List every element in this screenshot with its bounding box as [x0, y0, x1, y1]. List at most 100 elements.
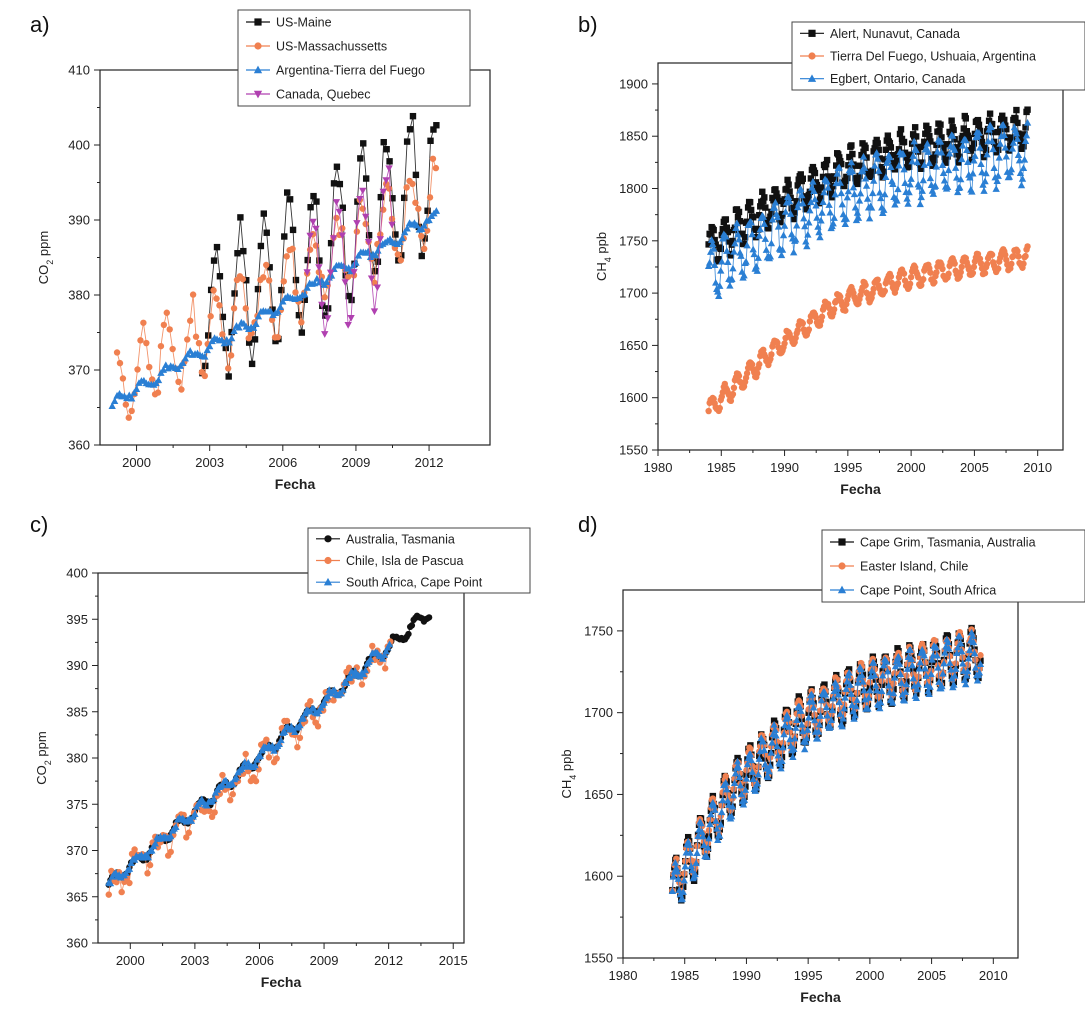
data-point [737, 790, 746, 798]
y-tick-label: 365 [66, 889, 88, 904]
data-point [1013, 106, 1020, 114]
data-point [679, 888, 687, 895]
data-point [794, 182, 801, 189]
data-point [724, 801, 733, 808]
data-point [899, 150, 907, 157]
data-point [730, 247, 738, 255]
data-point [1021, 137, 1030, 145]
data-point [994, 172, 1002, 179]
data-point [931, 157, 938, 164]
data-point [817, 216, 825, 224]
data-point [719, 225, 726, 233]
data-point [724, 790, 731, 798]
data-point [283, 253, 290, 260]
data-point [980, 187, 988, 194]
data-point [862, 181, 871, 189]
data-point [873, 136, 880, 144]
data-point [815, 720, 824, 728]
data-point [740, 796, 749, 803]
data-point [762, 246, 771, 253]
data-point [968, 156, 976, 164]
data-point [201, 352, 209, 360]
data-point [183, 834, 190, 841]
data-point [773, 742, 781, 750]
data-point [216, 273, 224, 280]
data-point [195, 339, 203, 347]
data-point [284, 189, 291, 196]
data-point [926, 174, 935, 182]
data-point [771, 198, 780, 206]
data-point [874, 154, 882, 162]
legend-marker [808, 29, 816, 37]
data-point [935, 678, 943, 685]
data-point [269, 306, 276, 313]
y-tick-label: 1900 [619, 76, 648, 91]
data-point [754, 370, 761, 377]
data-point [851, 203, 860, 211]
data-point [1002, 251, 1009, 259]
data-point [206, 807, 213, 815]
data-point [816, 712, 825, 719]
data-point [871, 671, 879, 679]
legend-marker [838, 562, 846, 570]
data-point [409, 180, 416, 188]
data-point [964, 661, 971, 669]
data-point [789, 753, 797, 761]
data-point [232, 773, 240, 781]
data-point [705, 258, 714, 266]
data-point [704, 840, 712, 847]
data-point [878, 687, 886, 695]
data-point [353, 228, 361, 235]
data-point [1014, 247, 1021, 255]
data-point [846, 681, 854, 688]
data-point [213, 243, 221, 251]
data-point [908, 157, 916, 165]
data-point [975, 668, 984, 676]
data-point [366, 655, 375, 663]
data-point [265, 277, 273, 284]
data-point [227, 334, 236, 342]
data-point [959, 132, 966, 140]
data-point [977, 652, 984, 659]
data-point [961, 680, 970, 688]
data-point [148, 376, 156, 383]
data-point [286, 196, 294, 203]
data-point [425, 216, 433, 224]
data-point [982, 169, 990, 177]
data-point [711, 806, 719, 813]
data-point [892, 161, 900, 168]
data-point [798, 712, 805, 719]
data-point [362, 220, 369, 228]
data-point [900, 270, 908, 277]
data-point [940, 176, 949, 184]
data-point [719, 796, 727, 804]
data-point [821, 690, 830, 698]
data-point [274, 333, 282, 341]
data-point [356, 195, 364, 203]
data-point [316, 257, 323, 264]
data-point [943, 183, 952, 190]
y-tick-label: 360 [68, 438, 90, 453]
data-point [341, 279, 349, 286]
data-point [937, 148, 946, 156]
data-point [746, 750, 755, 758]
data-point [900, 165, 908, 173]
data-point [392, 231, 399, 238]
data-point [184, 336, 191, 343]
series-argentina-tierra-del-fuego [108, 207, 441, 409]
y-tick-label: 360 [66, 936, 88, 951]
data-point [1022, 131, 1031, 139]
data-point [825, 201, 833, 208]
x-tick-label: 2005 [917, 968, 946, 983]
data-point [747, 218, 755, 226]
data-point [266, 264, 273, 271]
data-point [394, 251, 402, 258]
data-point [106, 879, 115, 887]
data-point [770, 720, 778, 728]
data-point [889, 180, 897, 188]
data-point [919, 159, 926, 166]
data-point [876, 155, 883, 162]
data-point [842, 215, 851, 222]
y-tick-label: 395 [66, 612, 88, 627]
data-point [974, 116, 982, 124]
